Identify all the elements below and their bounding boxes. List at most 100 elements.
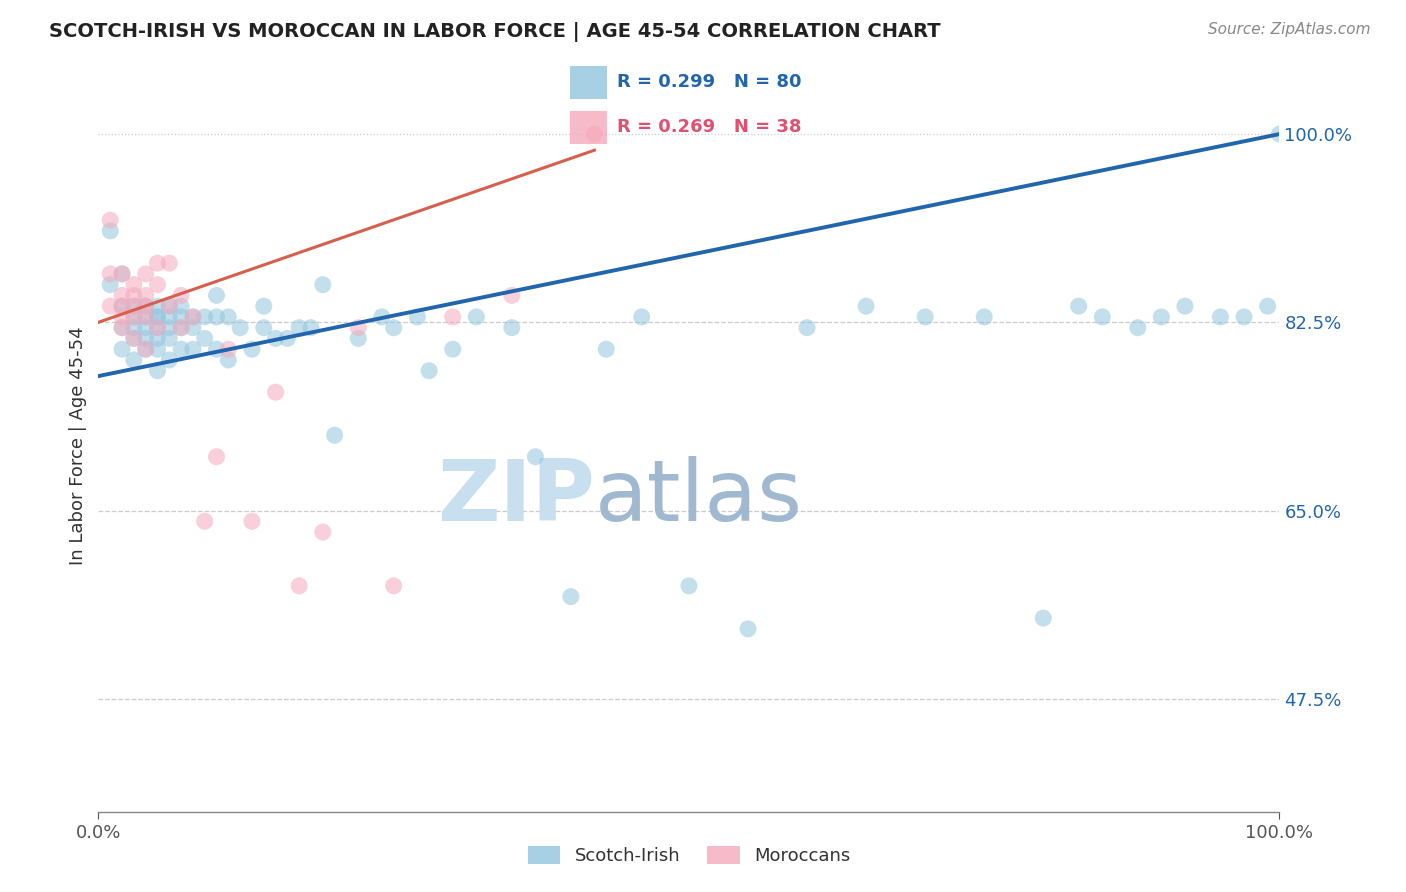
Point <box>595 342 617 356</box>
Point <box>122 331 145 345</box>
Point <box>122 310 145 324</box>
Point <box>111 320 134 334</box>
Point <box>122 353 145 368</box>
Point <box>1150 310 1173 324</box>
Point <box>135 342 157 356</box>
Point <box>583 127 606 141</box>
Text: Source: ZipAtlas.com: Source: ZipAtlas.com <box>1208 22 1371 37</box>
Point <box>347 320 370 334</box>
Point <box>1126 320 1149 334</box>
FancyBboxPatch shape <box>571 66 606 99</box>
Point <box>146 320 169 334</box>
Point <box>1268 127 1291 141</box>
Point <box>312 277 335 292</box>
Point <box>170 299 193 313</box>
Point <box>98 277 121 292</box>
Point <box>146 331 169 345</box>
Point <box>264 385 287 400</box>
Point <box>229 320 252 334</box>
Point <box>157 256 180 270</box>
Point <box>194 310 217 324</box>
Point <box>205 310 228 324</box>
Y-axis label: In Labor Force | Age 45-54: In Labor Force | Age 45-54 <box>69 326 87 566</box>
Point <box>146 256 169 270</box>
Point <box>170 288 193 302</box>
Point <box>135 288 157 302</box>
Point <box>1233 310 1256 324</box>
Point <box>111 310 134 324</box>
Point <box>323 428 346 442</box>
Legend: Scotch-Irish, Moroccans: Scotch-Irish, Moroccans <box>520 838 858 872</box>
Point <box>371 310 394 324</box>
Point <box>1067 299 1090 313</box>
Point <box>240 342 263 356</box>
Point <box>347 331 370 345</box>
Point <box>170 320 193 334</box>
Point <box>122 288 145 302</box>
Point <box>111 267 134 281</box>
Point <box>98 224 121 238</box>
Point <box>111 267 134 281</box>
Point <box>217 310 239 324</box>
Point <box>135 331 157 345</box>
Point <box>630 310 652 324</box>
Point <box>276 331 298 345</box>
Point <box>122 277 145 292</box>
Text: atlas: atlas <box>595 456 803 539</box>
Point <box>205 450 228 464</box>
Point <box>1209 310 1232 324</box>
Point <box>312 524 335 539</box>
Point <box>181 310 204 324</box>
Point <box>299 320 322 334</box>
Point <box>264 331 287 345</box>
Point <box>382 579 405 593</box>
Point <box>146 320 169 334</box>
Point <box>98 267 121 281</box>
Text: R = 0.299   N = 80: R = 0.299 N = 80 <box>617 73 801 91</box>
Point <box>181 310 204 324</box>
Point <box>914 310 936 324</box>
Point <box>1174 299 1197 313</box>
Point <box>146 342 169 356</box>
Point <box>111 320 134 334</box>
Point <box>217 353 239 368</box>
Point <box>217 342 239 356</box>
Point <box>157 320 180 334</box>
Point <box>418 364 440 378</box>
Point <box>135 299 157 313</box>
Point <box>146 364 169 378</box>
Point <box>135 342 157 356</box>
Text: ZIP: ZIP <box>437 456 595 539</box>
Point <box>973 310 995 324</box>
Point <box>111 342 134 356</box>
Point <box>1032 611 1054 625</box>
Point <box>181 320 204 334</box>
Point <box>135 320 157 334</box>
Point <box>441 310 464 324</box>
Point <box>501 288 523 302</box>
Point <box>98 299 121 313</box>
Point <box>855 299 877 313</box>
Point <box>205 288 228 302</box>
Point <box>122 310 145 324</box>
Point <box>135 299 157 313</box>
Point <box>146 299 169 313</box>
Point <box>205 342 228 356</box>
Point <box>98 213 121 227</box>
Point <box>146 310 169 324</box>
Point <box>441 342 464 356</box>
Point <box>1091 310 1114 324</box>
Point <box>135 310 157 324</box>
Point <box>122 320 145 334</box>
Point <box>146 277 169 292</box>
Point <box>253 299 276 313</box>
Point <box>146 310 169 324</box>
Point <box>170 310 193 324</box>
Point <box>678 579 700 593</box>
Point <box>406 310 429 324</box>
Point <box>135 267 157 281</box>
Point <box>157 310 180 324</box>
Point <box>737 622 759 636</box>
Point <box>253 320 276 334</box>
FancyBboxPatch shape <box>571 111 606 144</box>
